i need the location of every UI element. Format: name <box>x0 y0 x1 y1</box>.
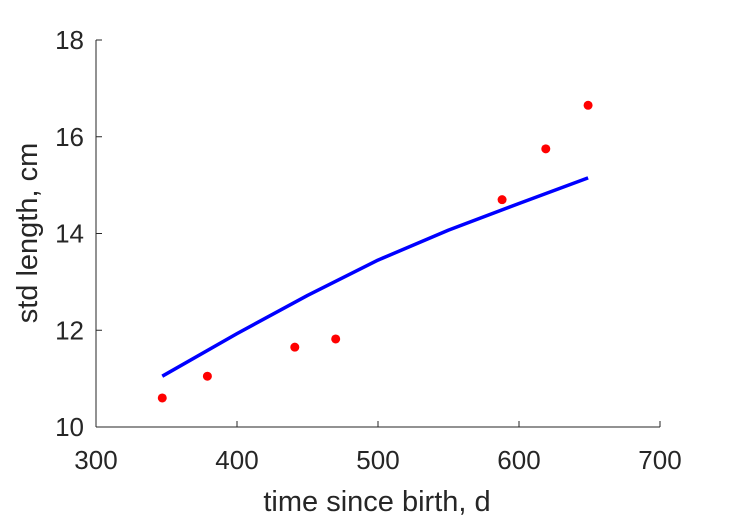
data-point <box>157 393 167 403</box>
data-point <box>202 371 212 381</box>
x-axis-label: time since birth, d <box>263 486 490 518</box>
y-tick-label: 10 <box>55 412 84 442</box>
y-tick-label: 14 <box>55 219 84 249</box>
x-tick-label: 400 <box>215 445 258 475</box>
x-tick-label: 700 <box>638 445 681 475</box>
series-layer <box>157 100 593 403</box>
data-point <box>583 100 593 110</box>
y-axis-label: std length, cm <box>12 143 44 324</box>
x-tick-label: 600 <box>497 445 540 475</box>
fit-curve-line <box>161 176 589 378</box>
axes: 300 400 500 600 700 10 12 14 16 18 <box>55 25 682 475</box>
x-tick-label: 500 <box>356 445 399 475</box>
y-tick-label: 16 <box>55 122 84 152</box>
y-tick-label: 18 <box>55 25 84 55</box>
data-point <box>290 342 300 352</box>
data-point <box>331 334 341 344</box>
data-point <box>497 195 507 205</box>
data-point <box>541 144 551 154</box>
y-tick-label: 12 <box>55 315 84 345</box>
x-tick-label: 300 <box>74 445 117 475</box>
